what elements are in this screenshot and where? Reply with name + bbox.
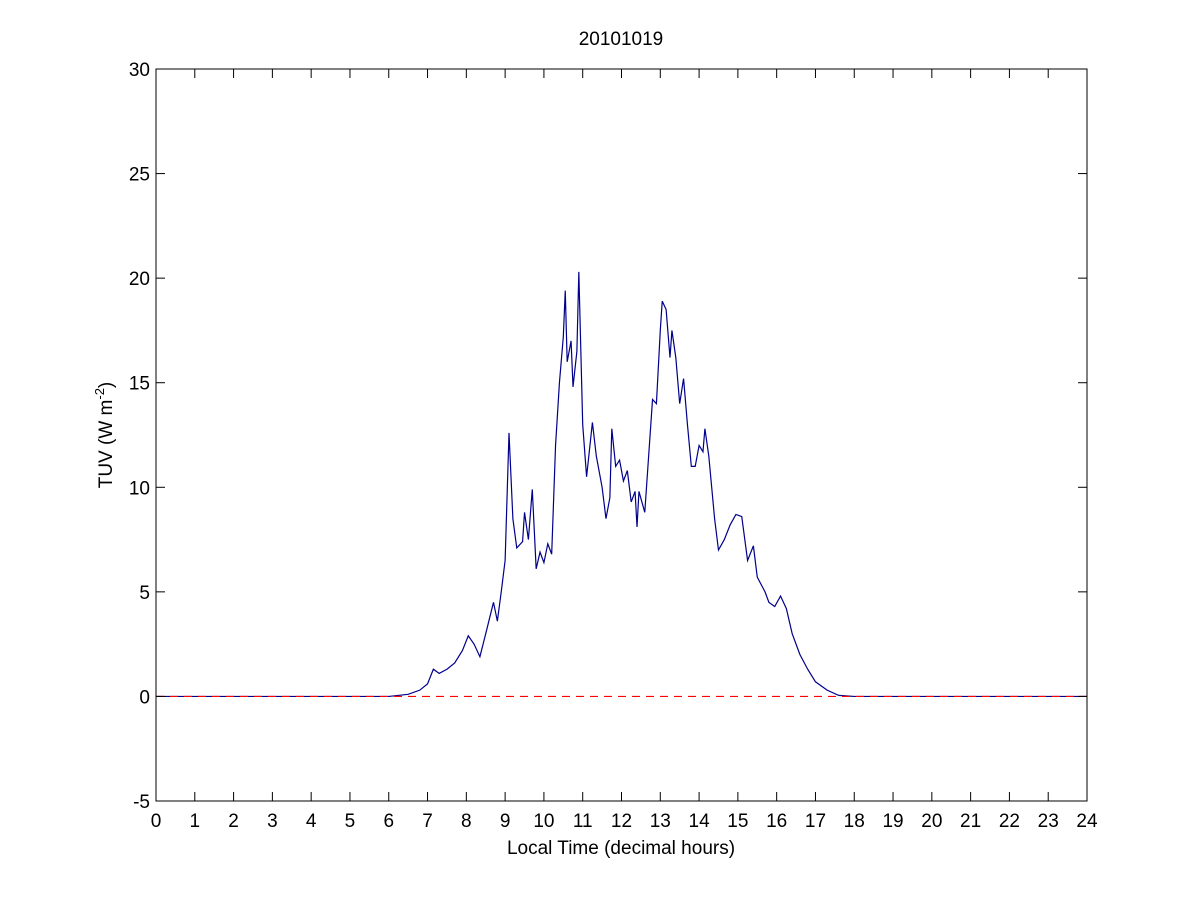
x-tick-label: 23 [1038,811,1059,832]
x-tick-label: 22 [999,811,1020,832]
y-axis-label: TUV (W m-2) [92,382,117,489]
x-tick-label: 3 [267,811,278,832]
x-tick-label: 8 [461,811,472,832]
x-tick-label: 15 [727,811,748,832]
y-label-end: ) [96,382,117,388]
x-tick-label: 17 [805,811,826,832]
y-label-main: TUV (W m [96,400,117,489]
x-tick-label: 9 [500,811,511,832]
x-tick-label: 4 [306,811,317,832]
y-tick-label: 25 [129,165,150,186]
x-tick-label: 14 [689,811,711,832]
x-axis-label: Local Time (decimal hours) [507,838,735,859]
y-tick-label: -5 [133,792,150,813]
x-tick-label: 13 [650,811,671,832]
x-tick-label: 7 [422,811,433,832]
x-tick-label: 2 [228,811,239,832]
x-tick-label: 11 [573,811,593,832]
x-tick-label: 16 [766,811,787,832]
y-tick-label: 10 [129,478,150,499]
y-label-sup: -2 [92,388,107,400]
y-tick-label: 5 [139,583,150,604]
chart-title: 20101019 [579,29,664,50]
y-tick-label: 20 [129,269,150,290]
y-tick-label: 15 [129,374,150,395]
x-tick-label: 1 [190,811,201,832]
y-tick-label: 30 [129,60,150,81]
x-tick-label: 19 [882,811,903,832]
x-tick-label: 6 [383,811,394,832]
y-tick-label: 0 [139,687,150,708]
x-tick-label: 18 [844,811,865,832]
x-tick-label: 10 [533,811,554,832]
x-tick-label: 12 [611,811,632,832]
data-line [156,271,1087,698]
x-tick-label: 0 [151,811,162,832]
x-tick-label: 24 [1076,811,1098,832]
x-tick-label: 21 [960,811,981,832]
x-tick-label: 20 [921,811,942,832]
x-tick-label: 5 [345,811,356,832]
